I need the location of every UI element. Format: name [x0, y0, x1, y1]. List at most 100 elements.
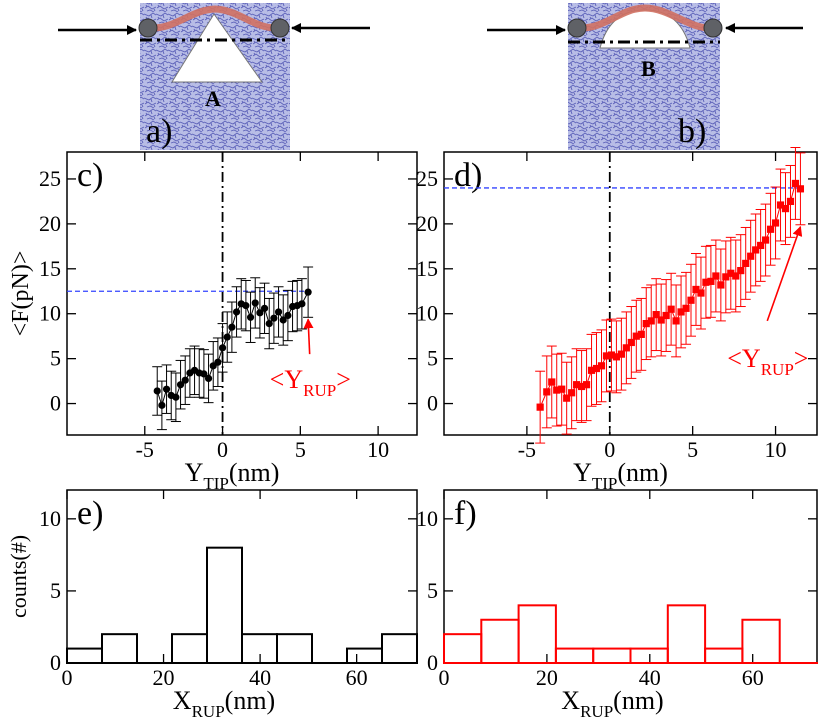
data-point [667, 305, 675, 313]
panel-label: e) [77, 495, 103, 532]
data-point [781, 205, 790, 213]
y-tick-label: 5 [427, 346, 438, 371]
bead-left [138, 18, 158, 38]
x-axis-label-unit: (nm) [229, 458, 280, 487]
data-point [657, 316, 665, 324]
data-point [732, 272, 740, 280]
data-point [256, 309, 264, 317]
data-point [536, 403, 544, 411]
data-point [752, 246, 760, 254]
data-point [652, 311, 660, 319]
data-point [553, 386, 561, 394]
data-point [707, 277, 715, 285]
data-point [617, 350, 625, 358]
histogram-bar [554, 647, 595, 664]
obstacle-label: B [641, 56, 656, 81]
x-tick-label: 20 [536, 665, 558, 690]
data-point [722, 273, 730, 281]
data-point [757, 241, 765, 250]
data-point [558, 385, 566, 393]
yrup-annotation-main: <Y [727, 344, 761, 373]
data-point [265, 319, 273, 328]
data-point [637, 330, 645, 338]
x-tick-label: 60 [346, 665, 368, 690]
y-tick-label: 15 [416, 256, 438, 281]
data-point [181, 376, 189, 384]
histogram-bar [206, 546, 243, 665]
bead-right [703, 18, 723, 38]
y-tick-label: 10 [416, 506, 438, 531]
histogram-bar [704, 647, 744, 664]
data-point [747, 252, 755, 260]
histogram-bar [741, 618, 781, 664]
obstacle-triangle [171, 13, 263, 83]
x-tick-label: 10 [765, 437, 787, 462]
y-tick-label: 0 [50, 391, 61, 416]
plot-frame [443, 151, 818, 436]
x-tick-label: 0 [62, 665, 73, 690]
data-point [158, 401, 166, 409]
data-point [218, 344, 227, 352]
data-point [737, 266, 745, 275]
inset-a: A a) [58, 3, 370, 150]
data-point [771, 219, 780, 227]
x-tick-label: 0 [604, 437, 615, 462]
data-point [274, 308, 283, 316]
panel-label: f) [454, 495, 477, 532]
data-point [232, 308, 241, 316]
data-point [214, 358, 222, 366]
y-tick-label: 25 [39, 166, 61, 191]
data-point [597, 362, 606, 370]
histogram-bar [381, 633, 418, 665]
y-tick-label: 0 [427, 391, 438, 416]
data-point [786, 197, 795, 206]
data-point [642, 319, 650, 328]
bead-left [567, 18, 587, 38]
data-point [697, 289, 705, 297]
histogram-bar [666, 604, 707, 664]
data-point [587, 366, 596, 374]
annotation-arrow [766, 225, 803, 322]
bead-right [270, 18, 290, 38]
data-point [204, 374, 213, 382]
panel-f-xrup-histogram: 0 20 40 60 0 5 10 f) XRUP(nm) [416, 489, 819, 718]
y-tick-label: 5 [427, 578, 438, 603]
yrup-annotation-close: > [336, 365, 351, 394]
x-tick-label: 0 [217, 437, 228, 462]
data-point [279, 316, 287, 324]
data-point [692, 285, 700, 294]
histogram-bar [592, 647, 632, 664]
filament [147, 5, 281, 32]
data-point [153, 387, 161, 395]
data-point [607, 351, 616, 359]
data-point [260, 304, 269, 312]
data-point [742, 259, 750, 268]
data-point [647, 317, 655, 325]
y-tick-label: 20 [416, 211, 438, 236]
x-axis-label-sub: TIP [203, 474, 229, 493]
x-tick-label: -5 [518, 437, 536, 462]
data-point [672, 317, 680, 325]
histogram-bar [480, 618, 520, 664]
x-axis-label: YTIP(nm) [573, 458, 668, 493]
x-axis-label-unit: (nm) [613, 686, 664, 715]
data-point [298, 300, 306, 308]
data-point [712, 272, 720, 280]
yrup-annotation-close: > [794, 344, 809, 373]
x-axis-label-sub: RUP [580, 702, 613, 718]
data-point [627, 338, 635, 347]
histogram-bar [66, 647, 103, 664]
y-tick-label: 10 [416, 301, 438, 326]
data-point [612, 353, 621, 361]
obstacle-label: A [205, 86, 221, 111]
y-tick-label: 10 [39, 301, 61, 326]
inset-b: B b) [487, 3, 803, 150]
x-axis-label: XRUP(nm) [173, 686, 275, 718]
yrup-annotation-sub: RUP [303, 381, 336, 400]
data-point [270, 314, 278, 322]
inset-panel-label: a) [146, 113, 172, 150]
y-tick-label: 20 [39, 211, 61, 236]
data-point [766, 225, 775, 233]
x-tick-label: 40 [249, 665, 271, 690]
